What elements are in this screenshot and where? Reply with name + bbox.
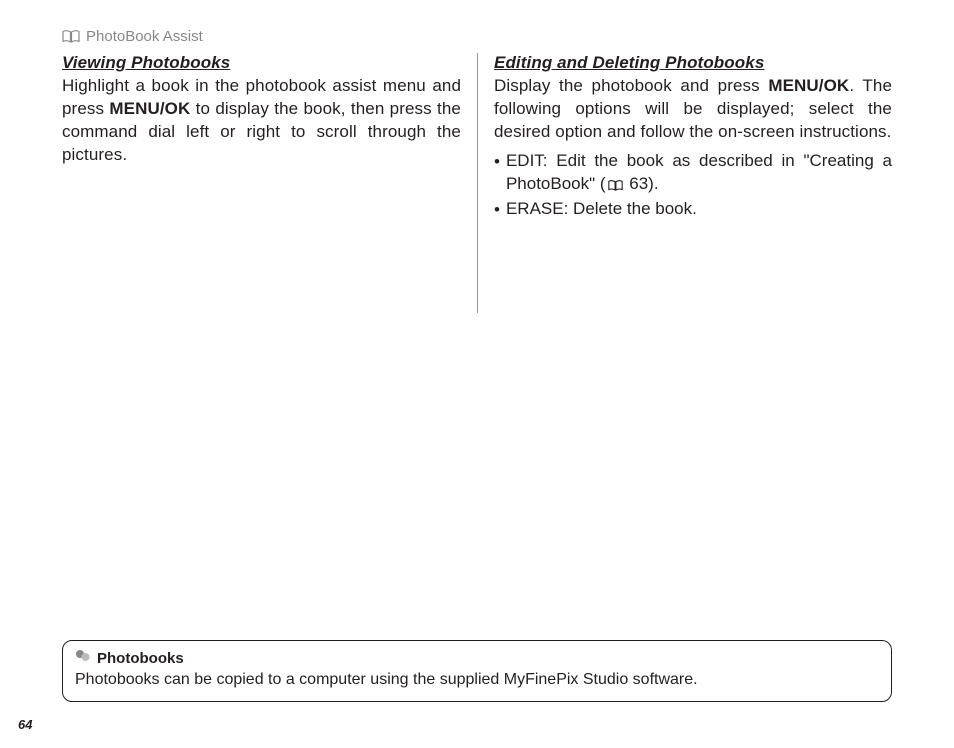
book-icon xyxy=(62,30,80,43)
text-run: Display the photobook and press xyxy=(494,76,768,95)
page-header: PhotoBook Assist xyxy=(62,28,892,45)
page-header-label: PhotoBook Assist xyxy=(86,28,203,45)
text-run: : Edit the book as described in "Creatin… xyxy=(506,151,892,193)
page-number: 64 xyxy=(18,717,32,732)
two-column-layout: Viewing Photobooks Highlight a book in t… xyxy=(62,53,892,313)
note-icon xyxy=(75,649,91,667)
bullet-text: EDIT: Edit the book as described in "Cre… xyxy=(506,150,892,198)
erase-label: ERASE xyxy=(506,199,564,218)
bullet-marker: • xyxy=(494,198,500,222)
edit-label: EDIT xyxy=(506,151,543,170)
bullet-marker: • xyxy=(494,150,500,198)
bullet-text: ERASE: Delete the book. xyxy=(506,198,892,222)
bullet-item: • ERASE: Delete the book. xyxy=(494,198,892,222)
page-ref-text: 63). xyxy=(625,174,659,193)
page-ref-icon xyxy=(608,175,623,198)
text-run: : Delete the book. xyxy=(564,199,697,218)
right-column: Editing and Deleting Photobooks Display … xyxy=(477,53,892,313)
left-paragraph: Highlight a book in the photobook assist… xyxy=(62,75,461,167)
left-heading: Viewing Photobooks xyxy=(62,53,461,73)
note-box: Photobooks Photobooks can be copied to a… xyxy=(62,640,892,702)
note-heading-row: Photobooks xyxy=(75,649,879,667)
right-paragraph: Display the photobook and press MENU/OK.… xyxy=(494,75,892,144)
note-body: Photobooks can be copied to a computer u… xyxy=(75,669,879,691)
right-heading: Editing and Deleting Photobooks xyxy=(494,53,892,73)
note-heading: Photobooks xyxy=(97,650,184,667)
menu-ok-label: MENU/OK xyxy=(768,76,849,95)
bullet-list: • EDIT: Edit the book as described in "C… xyxy=(494,150,892,222)
menu-ok-label: MENU/OK xyxy=(109,99,190,118)
left-column: Viewing Photobooks Highlight a book in t… xyxy=(62,53,477,313)
manual-page: PhotoBook Assist Viewing Photobooks High… xyxy=(0,0,954,748)
bullet-item: • EDIT: Edit the book as described in "C… xyxy=(494,150,892,198)
